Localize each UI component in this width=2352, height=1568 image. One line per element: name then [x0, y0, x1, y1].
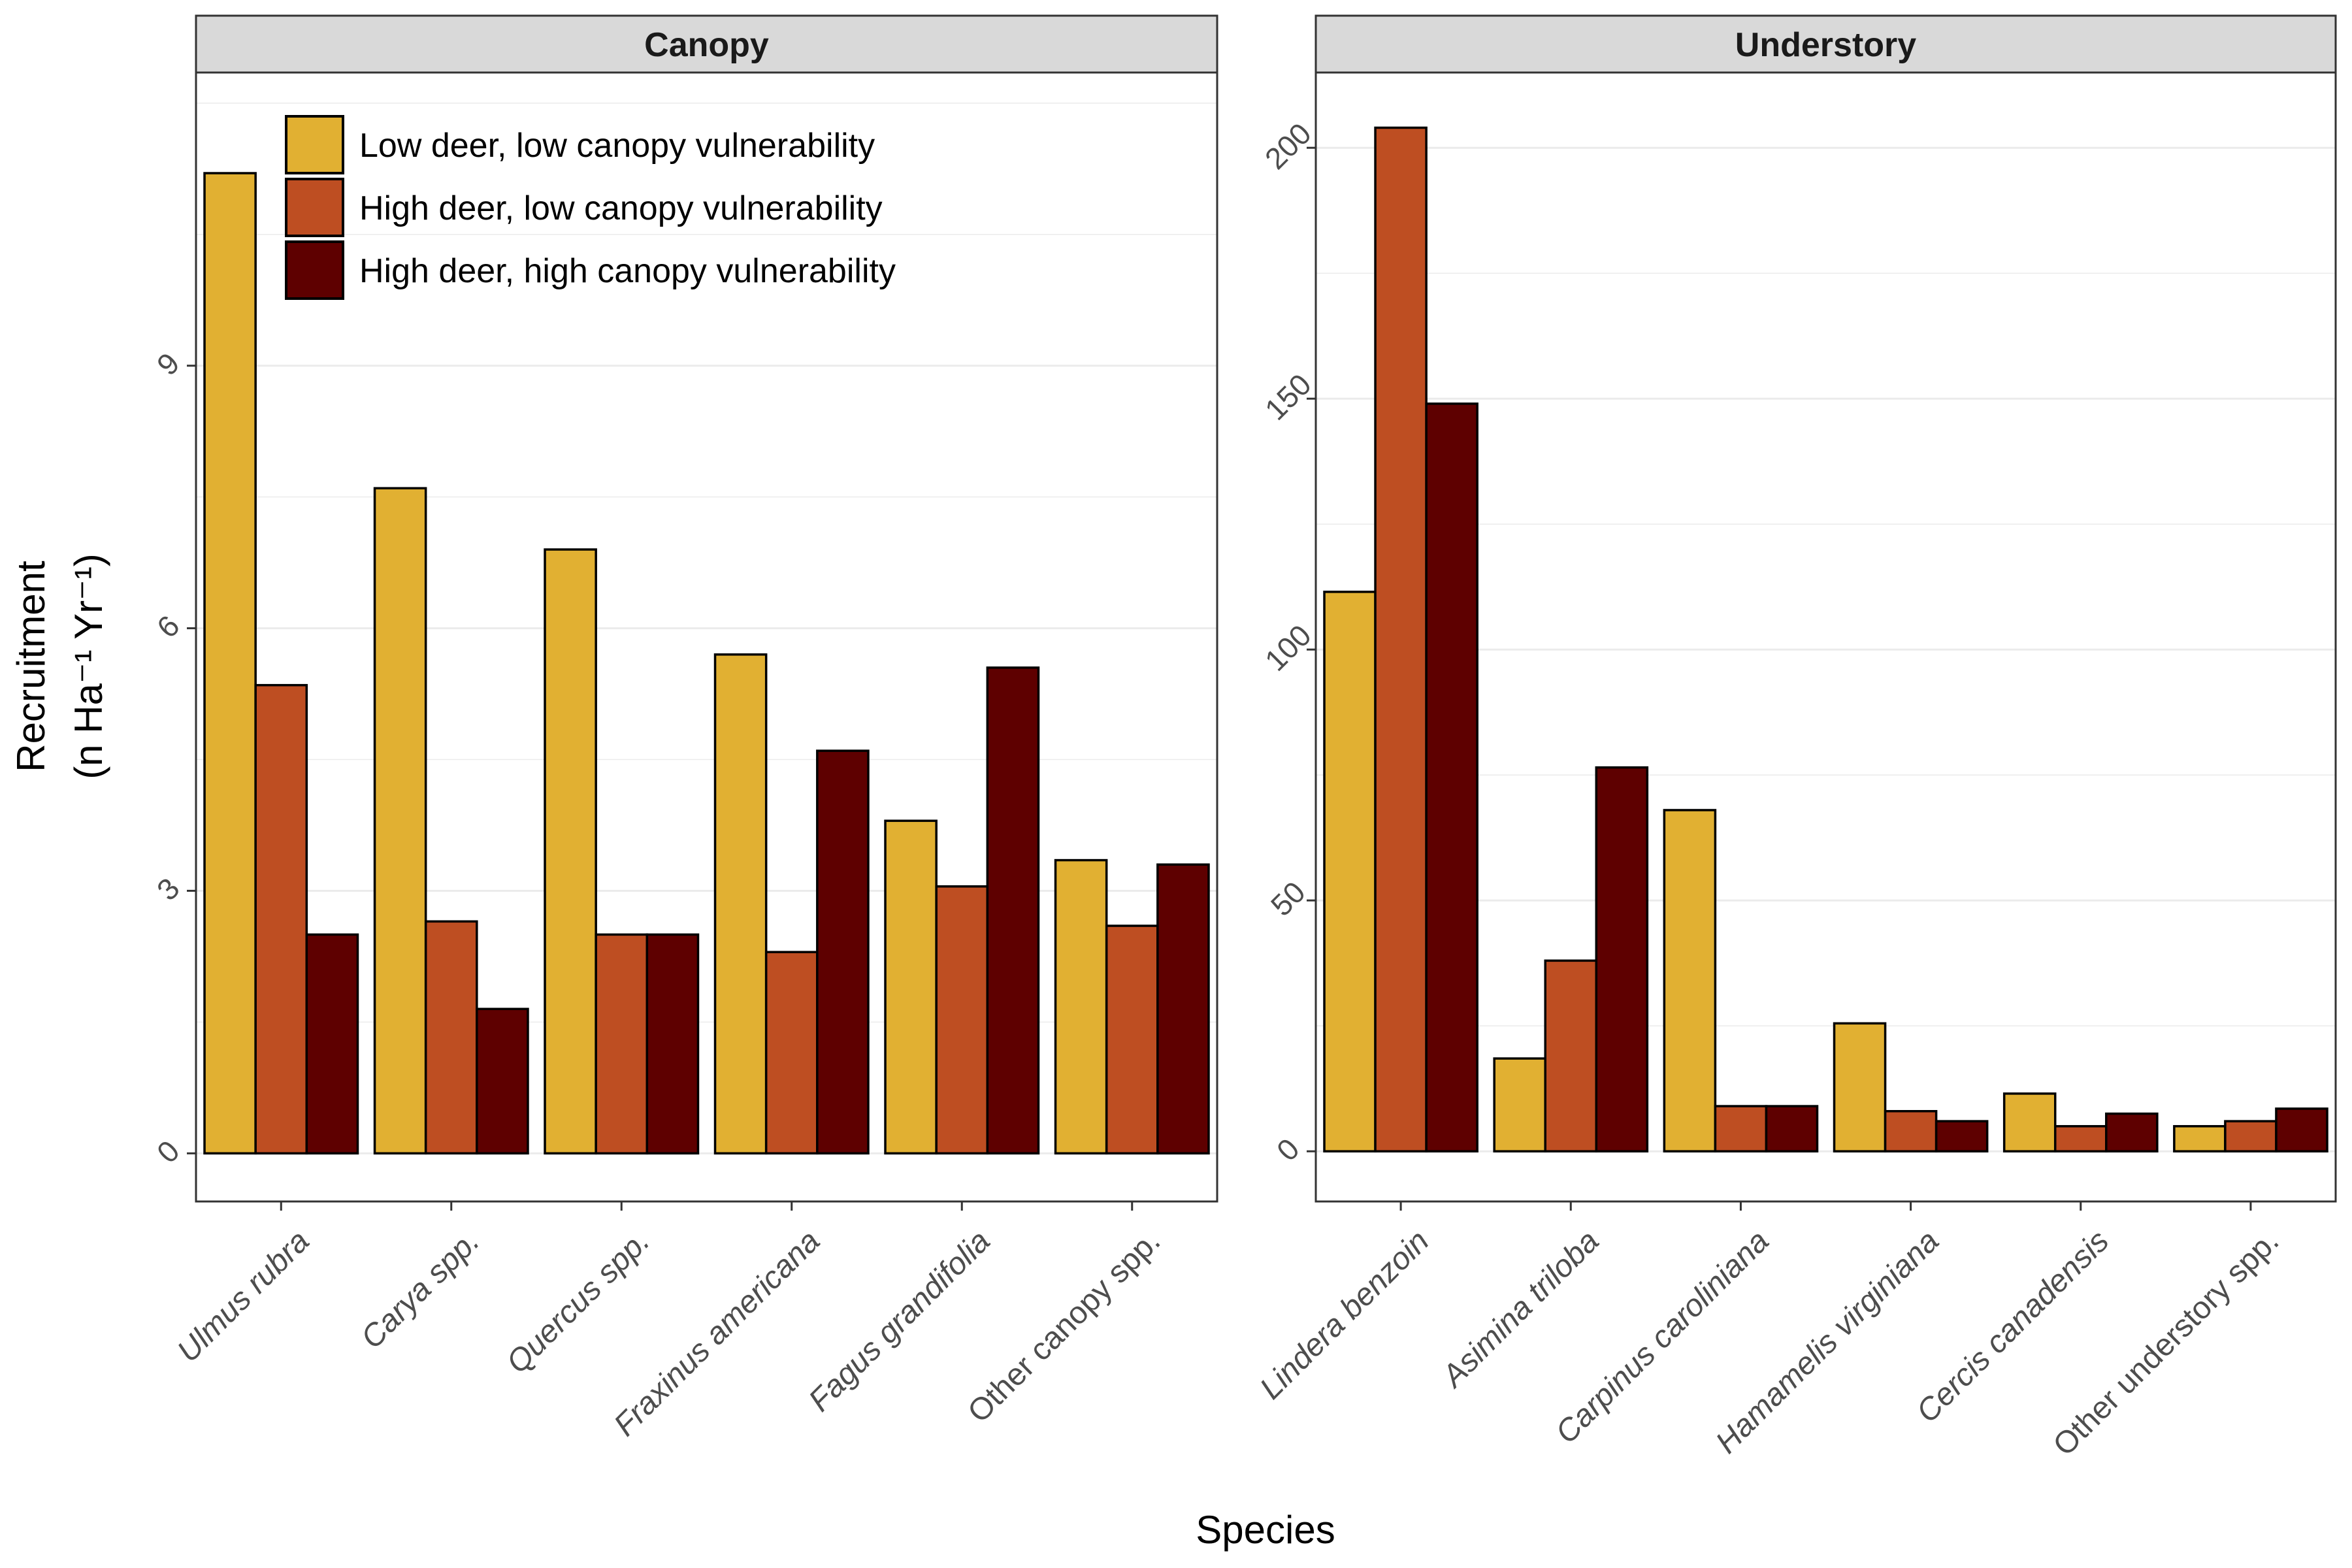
- bar: [1425, 402, 1478, 1152]
- legend-swatch: [285, 240, 344, 300]
- bar: [2224, 1120, 2278, 1152]
- bar: [595, 933, 649, 1155]
- bar: [2053, 1125, 2108, 1152]
- bar: [2002, 1092, 2057, 1152]
- legend: Low deer, low canopy vulnerability High …: [285, 115, 896, 300]
- bar: [1323, 591, 1377, 1152]
- bars-understory: [1323, 126, 2328, 1152]
- legend-item-low-low: Low deer, low canopy vulnerability: [285, 115, 875, 174]
- bar: [2275, 1107, 2328, 1152]
- bar: [1714, 1105, 1768, 1152]
- legend-item-high-high: High deer, high canopy vulnerability: [285, 240, 896, 300]
- bar: [305, 933, 359, 1155]
- bar: [1595, 766, 1649, 1152]
- bar: [544, 548, 597, 1155]
- bar: [1156, 863, 1210, 1155]
- legend-swatch: [285, 178, 344, 237]
- bar: [2173, 1125, 2227, 1152]
- bar: [1663, 809, 1717, 1152]
- bar: [935, 885, 989, 1155]
- legend-label: Low deer, low canopy vulnerability: [359, 127, 875, 165]
- bar: [1765, 1105, 1819, 1152]
- plot-border-understory: [1315, 71, 2337, 1203]
- strip-canopy: [195, 14, 1218, 74]
- gridlines-canopy: [196, 103, 1217, 1154]
- bar: [1544, 959, 1598, 1152]
- bar: [1833, 1022, 1887, 1152]
- x-axis-title: Species: [1196, 1508, 1335, 1552]
- bar: [884, 819, 938, 1155]
- bar: [1493, 1057, 1546, 1152]
- bar: [203, 172, 257, 1155]
- bar: [424, 920, 478, 1155]
- bar: [986, 666, 1040, 1155]
- plot-area-canopy: [195, 71, 1218, 1203]
- bar: [2105, 1112, 2159, 1152]
- panel-title-understory: Understory: [1735, 26, 1916, 64]
- bar: [713, 653, 768, 1155]
- legend-label: High deer, low canopy vulnerability: [359, 189, 883, 227]
- panel-title-canopy: Canopy: [644, 26, 769, 64]
- bar: [476, 1007, 529, 1155]
- bar: [254, 683, 308, 1155]
- bars-canopy: [203, 172, 1210, 1155]
- bar: [645, 933, 700, 1155]
- y-axis-title: Recruitment (n Ha⁻¹ Yr⁻¹): [9, 553, 110, 779]
- bar: [764, 951, 819, 1155]
- bar: [1935, 1120, 1989, 1152]
- bar: [1884, 1110, 1938, 1152]
- plot-area-understory: [1315, 71, 2337, 1203]
- bar: [373, 487, 427, 1155]
- y-axis-title-line2: (n Ha⁻¹ Yr⁻¹): [67, 553, 110, 779]
- gridlines-understory: [1316, 146, 2336, 1152]
- plot-border-canopy: [195, 71, 1218, 1203]
- legend-item-high-low: High deer, low canopy vulnerability: [285, 178, 883, 237]
- y-axis-title-line1: Recruitment: [9, 561, 53, 772]
- legend-label: High deer, high canopy vulnerability: [359, 252, 896, 290]
- bar: [1054, 858, 1108, 1155]
- bar: [1374, 126, 1428, 1152]
- bar: [1105, 924, 1159, 1155]
- legend-swatch: [285, 115, 344, 174]
- bar: [816, 749, 870, 1155]
